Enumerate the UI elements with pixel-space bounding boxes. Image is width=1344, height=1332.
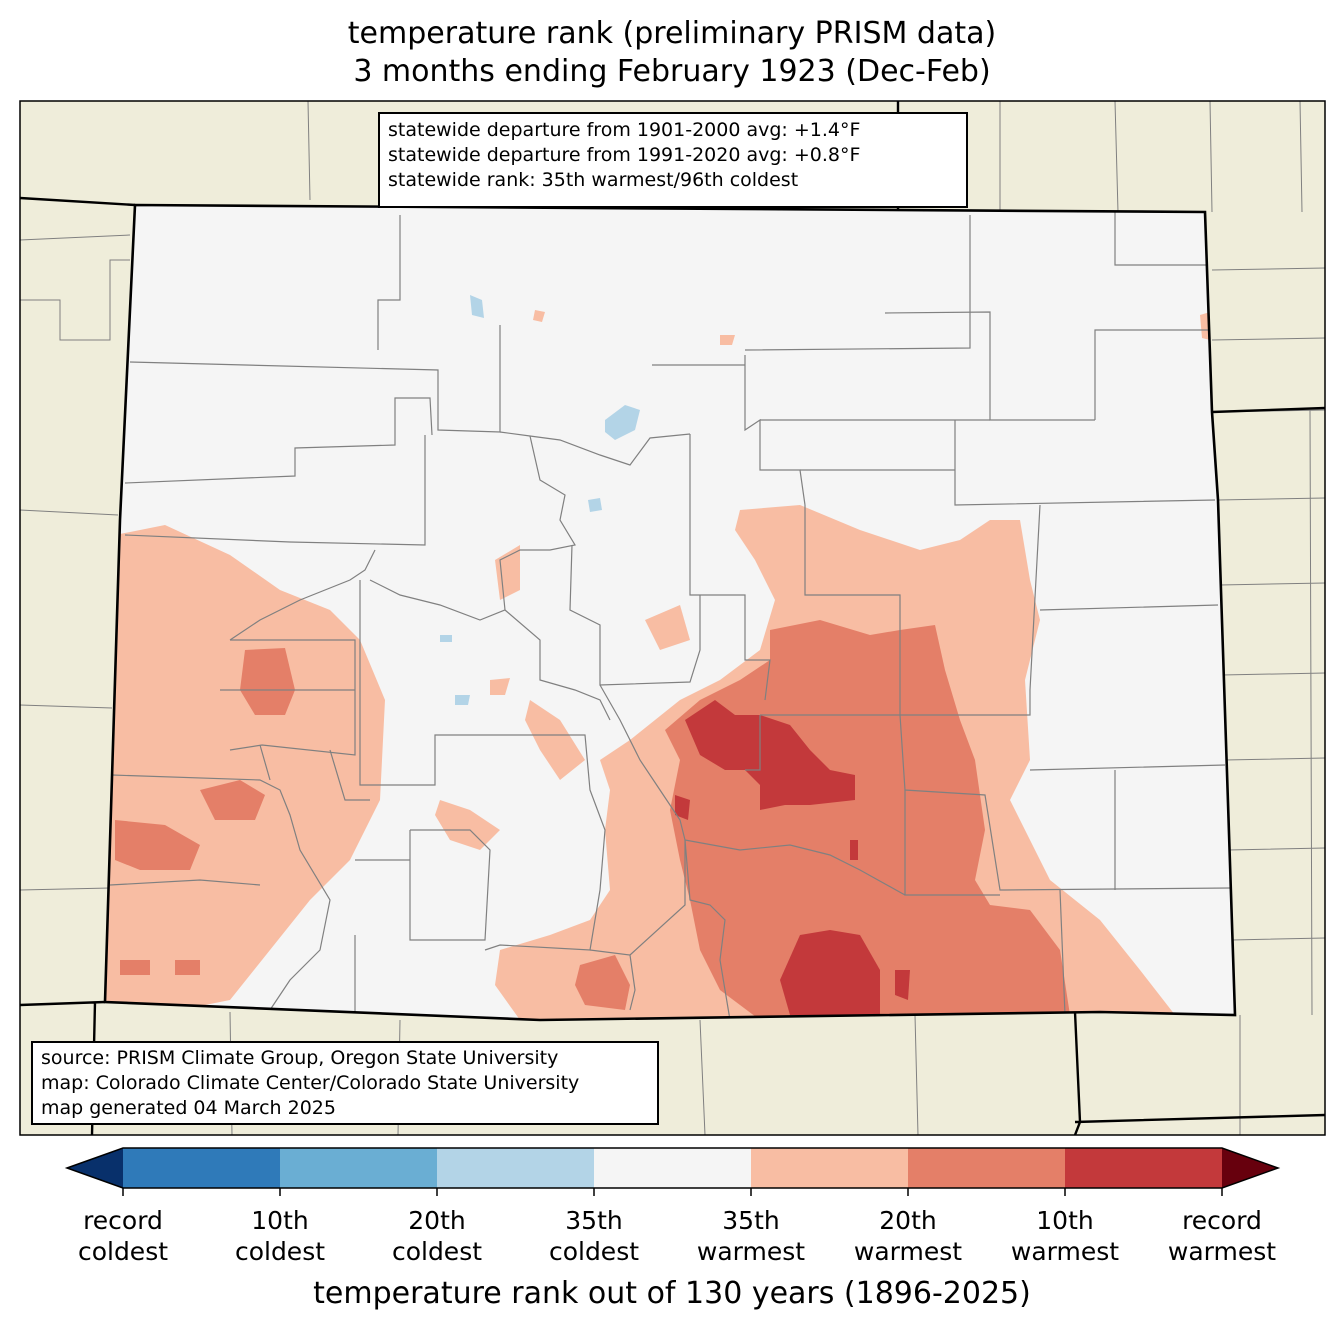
departure-1901-2000: statewide departure from 1901-2000 avg: … [388, 119, 861, 141]
rank-35-20-coldest-areas [440, 295, 640, 705]
colorbar-bin-4 [594, 1148, 751, 1188]
colorbar-tick-label: record warmest [1167, 1206, 1277, 1266]
colorado-anomaly-field [105, 205, 1235, 1020]
colorbar-tick-label: 35th warmest [696, 1206, 806, 1266]
colorbar-bin-5 [751, 1148, 908, 1188]
departure-1991-2020: statewide departure from 1991-2020 avg: … [388, 144, 861, 166]
generated-date-line: map generated 04 March 2025 [41, 1097, 336, 1119]
colorbar-tick-label: 10th warmest [1010, 1206, 1120, 1266]
rank-10-record-warmest-areas [675, 700, 910, 1015]
colorbar-tick-label: record coldest [77, 1206, 169, 1266]
colorbar-tick-label: 10th coldest [234, 1206, 326, 1266]
colorbar-tick-label: 20th warmest [853, 1206, 963, 1266]
source-line: source: PRISM Climate Group, Oregon Stat… [41, 1047, 559, 1069]
colorbar-bin-1 [123, 1148, 280, 1188]
statewide-stats-box: statewide departure from 1901-2000 avg: … [378, 112, 968, 208]
map-title: temperature rank (preliminary PRISM data… [347, 16, 997, 51]
source-attribution-box: source: PRISM Climate Group, Oregon Stat… [31, 1041, 659, 1125]
map-frame [19, 100, 1326, 1136]
colorbar-bin-2 [280, 1148, 437, 1188]
map-subtitle: 3 months ending February 1923 (Dec-Feb) [353, 54, 991, 89]
map-credit-line: map: Colorado Climate Center/Colorado St… [41, 1072, 580, 1094]
colorbar-bin-3 [437, 1148, 594, 1188]
colorbar-bin-7 [1065, 1148, 1222, 1188]
colorbar-extension-warm [1222, 1148, 1278, 1188]
colorbar-tick-label: 35th coldest [548, 1206, 640, 1266]
colorbar-tick-label: 20th coldest [391, 1206, 483, 1266]
colorbar-bin-6 [908, 1148, 1065, 1188]
colorado-county-lines [109, 212, 1231, 1020]
colorbar [64, 1147, 1281, 1196]
neighbor-county-lines [20, 101, 1325, 1135]
colorbar-ticks [122, 1188, 1223, 1196]
colorbar-title: temperature rank out of 130 years (1896-… [313, 1276, 1031, 1311]
colorado-state-border [103, 203, 1237, 1022]
statewide-rank: statewide rank: 35th warmest/96th coldes… [388, 169, 799, 191]
colorbar-extension-cold [67, 1148, 123, 1188]
